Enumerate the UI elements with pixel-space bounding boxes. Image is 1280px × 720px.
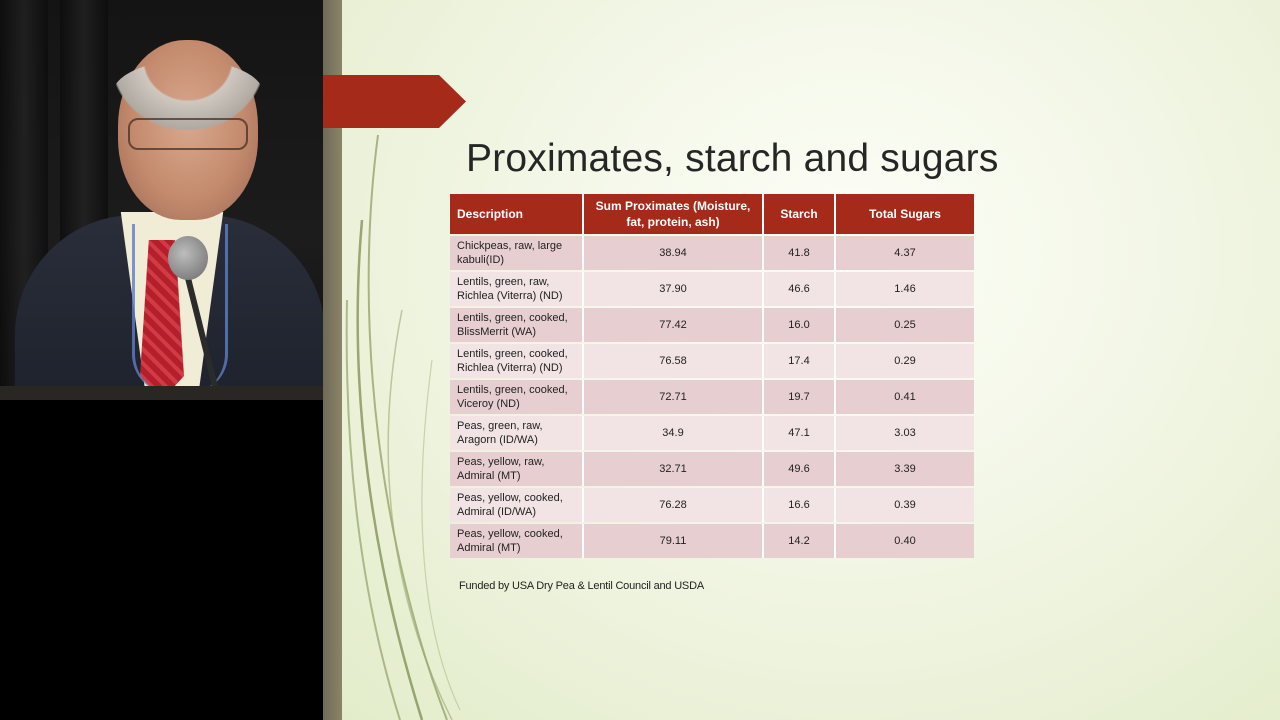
- cell-sum-proximates: 77.42: [582, 308, 762, 342]
- speaker-glasses: [128, 118, 248, 150]
- cell-sum-proximates: 76.58: [582, 344, 762, 378]
- cell-description: Peas, yellow, raw, Admiral (MT): [450, 452, 582, 486]
- cell-description: Peas, green, raw, Aragorn (ID/WA): [450, 416, 582, 450]
- cell-total-sugars: 0.39: [834, 488, 974, 522]
- cell-starch: 16.6: [762, 488, 834, 522]
- column-header-sum-proximates: Sum Proximates (Moisture, fat, protein, …: [582, 194, 762, 234]
- cell-total-sugars: 0.41: [834, 380, 974, 414]
- cell-description: Chickpeas, raw, large kabuli(ID): [450, 236, 582, 270]
- proximates-table: Description Sum Proximates (Moisture, fa…: [450, 192, 974, 560]
- podium: [0, 386, 323, 400]
- cell-description: Lentils, green, cooked, Richlea (Viterra…: [450, 344, 582, 378]
- video-letterbox: [0, 400, 323, 720]
- microphone-icon: [168, 236, 208, 280]
- speaker-lanyard: [132, 224, 228, 394]
- cell-starch: 19.7: [762, 380, 834, 414]
- cell-starch: 14.2: [762, 524, 834, 558]
- table-row: Peas, yellow, cooked, Admiral (ID/WA) 76…: [450, 488, 974, 522]
- cell-total-sugars: 0.25: [834, 308, 974, 342]
- cell-starch: 16.0: [762, 308, 834, 342]
- table-row: Lentils, green, cooked, Richlea (Viterra…: [450, 344, 974, 378]
- table-row: Peas, green, raw, Aragorn (ID/WA) 34.9 4…: [450, 416, 974, 450]
- cell-total-sugars: 3.39: [834, 452, 974, 486]
- title-accent-arrow-icon: [323, 75, 466, 128]
- column-header-total-sugars: Total Sugars: [834, 194, 974, 234]
- speaker-video-feed: [0, 0, 323, 400]
- cell-total-sugars: 1.46: [834, 272, 974, 306]
- table-row: Lentils, green, raw, Richlea (Viterra) (…: [450, 272, 974, 306]
- slide-left-edge-bar: [323, 0, 342, 720]
- cell-total-sugars: 0.40: [834, 524, 974, 558]
- cell-sum-proximates: 37.90: [582, 272, 762, 306]
- cell-sum-proximates: 38.94: [582, 236, 762, 270]
- table-row: Lentils, green, cooked, BlissMerrit (WA)…: [450, 308, 974, 342]
- cell-sum-proximates: 32.71: [582, 452, 762, 486]
- table-row: Chickpeas, raw, large kabuli(ID) 38.94 4…: [450, 236, 974, 270]
- cell-sum-proximates: 72.71: [582, 380, 762, 414]
- table-header-row: Description Sum Proximates (Moisture, fa…: [450, 194, 974, 234]
- cell-total-sugars: 3.03: [834, 416, 974, 450]
- cell-starch: 41.8: [762, 236, 834, 270]
- cell-total-sugars: 4.37: [834, 236, 974, 270]
- table-row: Lentils, green, cooked, Viceroy (ND) 72.…: [450, 380, 974, 414]
- cell-sum-proximates: 76.28: [582, 488, 762, 522]
- column-header-description: Description: [450, 194, 582, 234]
- cell-sum-proximates: 34.9: [582, 416, 762, 450]
- slide-title: Proximates, starch and sugars: [466, 137, 999, 180]
- cell-description: Lentils, green, cooked, BlissMerrit (WA): [450, 308, 582, 342]
- cell-description: Lentils, green, raw, Richlea (Viterra) (…: [450, 272, 582, 306]
- decorative-curved-lines: [345, 134, 461, 720]
- column-header-starch: Starch: [762, 194, 834, 234]
- cell-starch: 17.4: [762, 344, 834, 378]
- funding-footnote: Funded by USA Dry Pea & Lentil Council a…: [459, 580, 704, 592]
- table-row: Peas, yellow, cooked, Admiral (MT) 79.11…: [450, 524, 974, 558]
- table-row: Peas, yellow, raw, Admiral (MT) 32.71 49…: [450, 452, 974, 486]
- cell-description: Peas, yellow, cooked, Admiral (MT): [450, 524, 582, 558]
- cell-starch: 49.6: [762, 452, 834, 486]
- cell-starch: 46.6: [762, 272, 834, 306]
- cell-total-sugars: 0.29: [834, 344, 974, 378]
- cell-description: Peas, yellow, cooked, Admiral (ID/WA): [450, 488, 582, 522]
- cell-sum-proximates: 79.11: [582, 524, 762, 558]
- cell-starch: 47.1: [762, 416, 834, 450]
- cell-description: Lentils, green, cooked, Viceroy (ND): [450, 380, 582, 414]
